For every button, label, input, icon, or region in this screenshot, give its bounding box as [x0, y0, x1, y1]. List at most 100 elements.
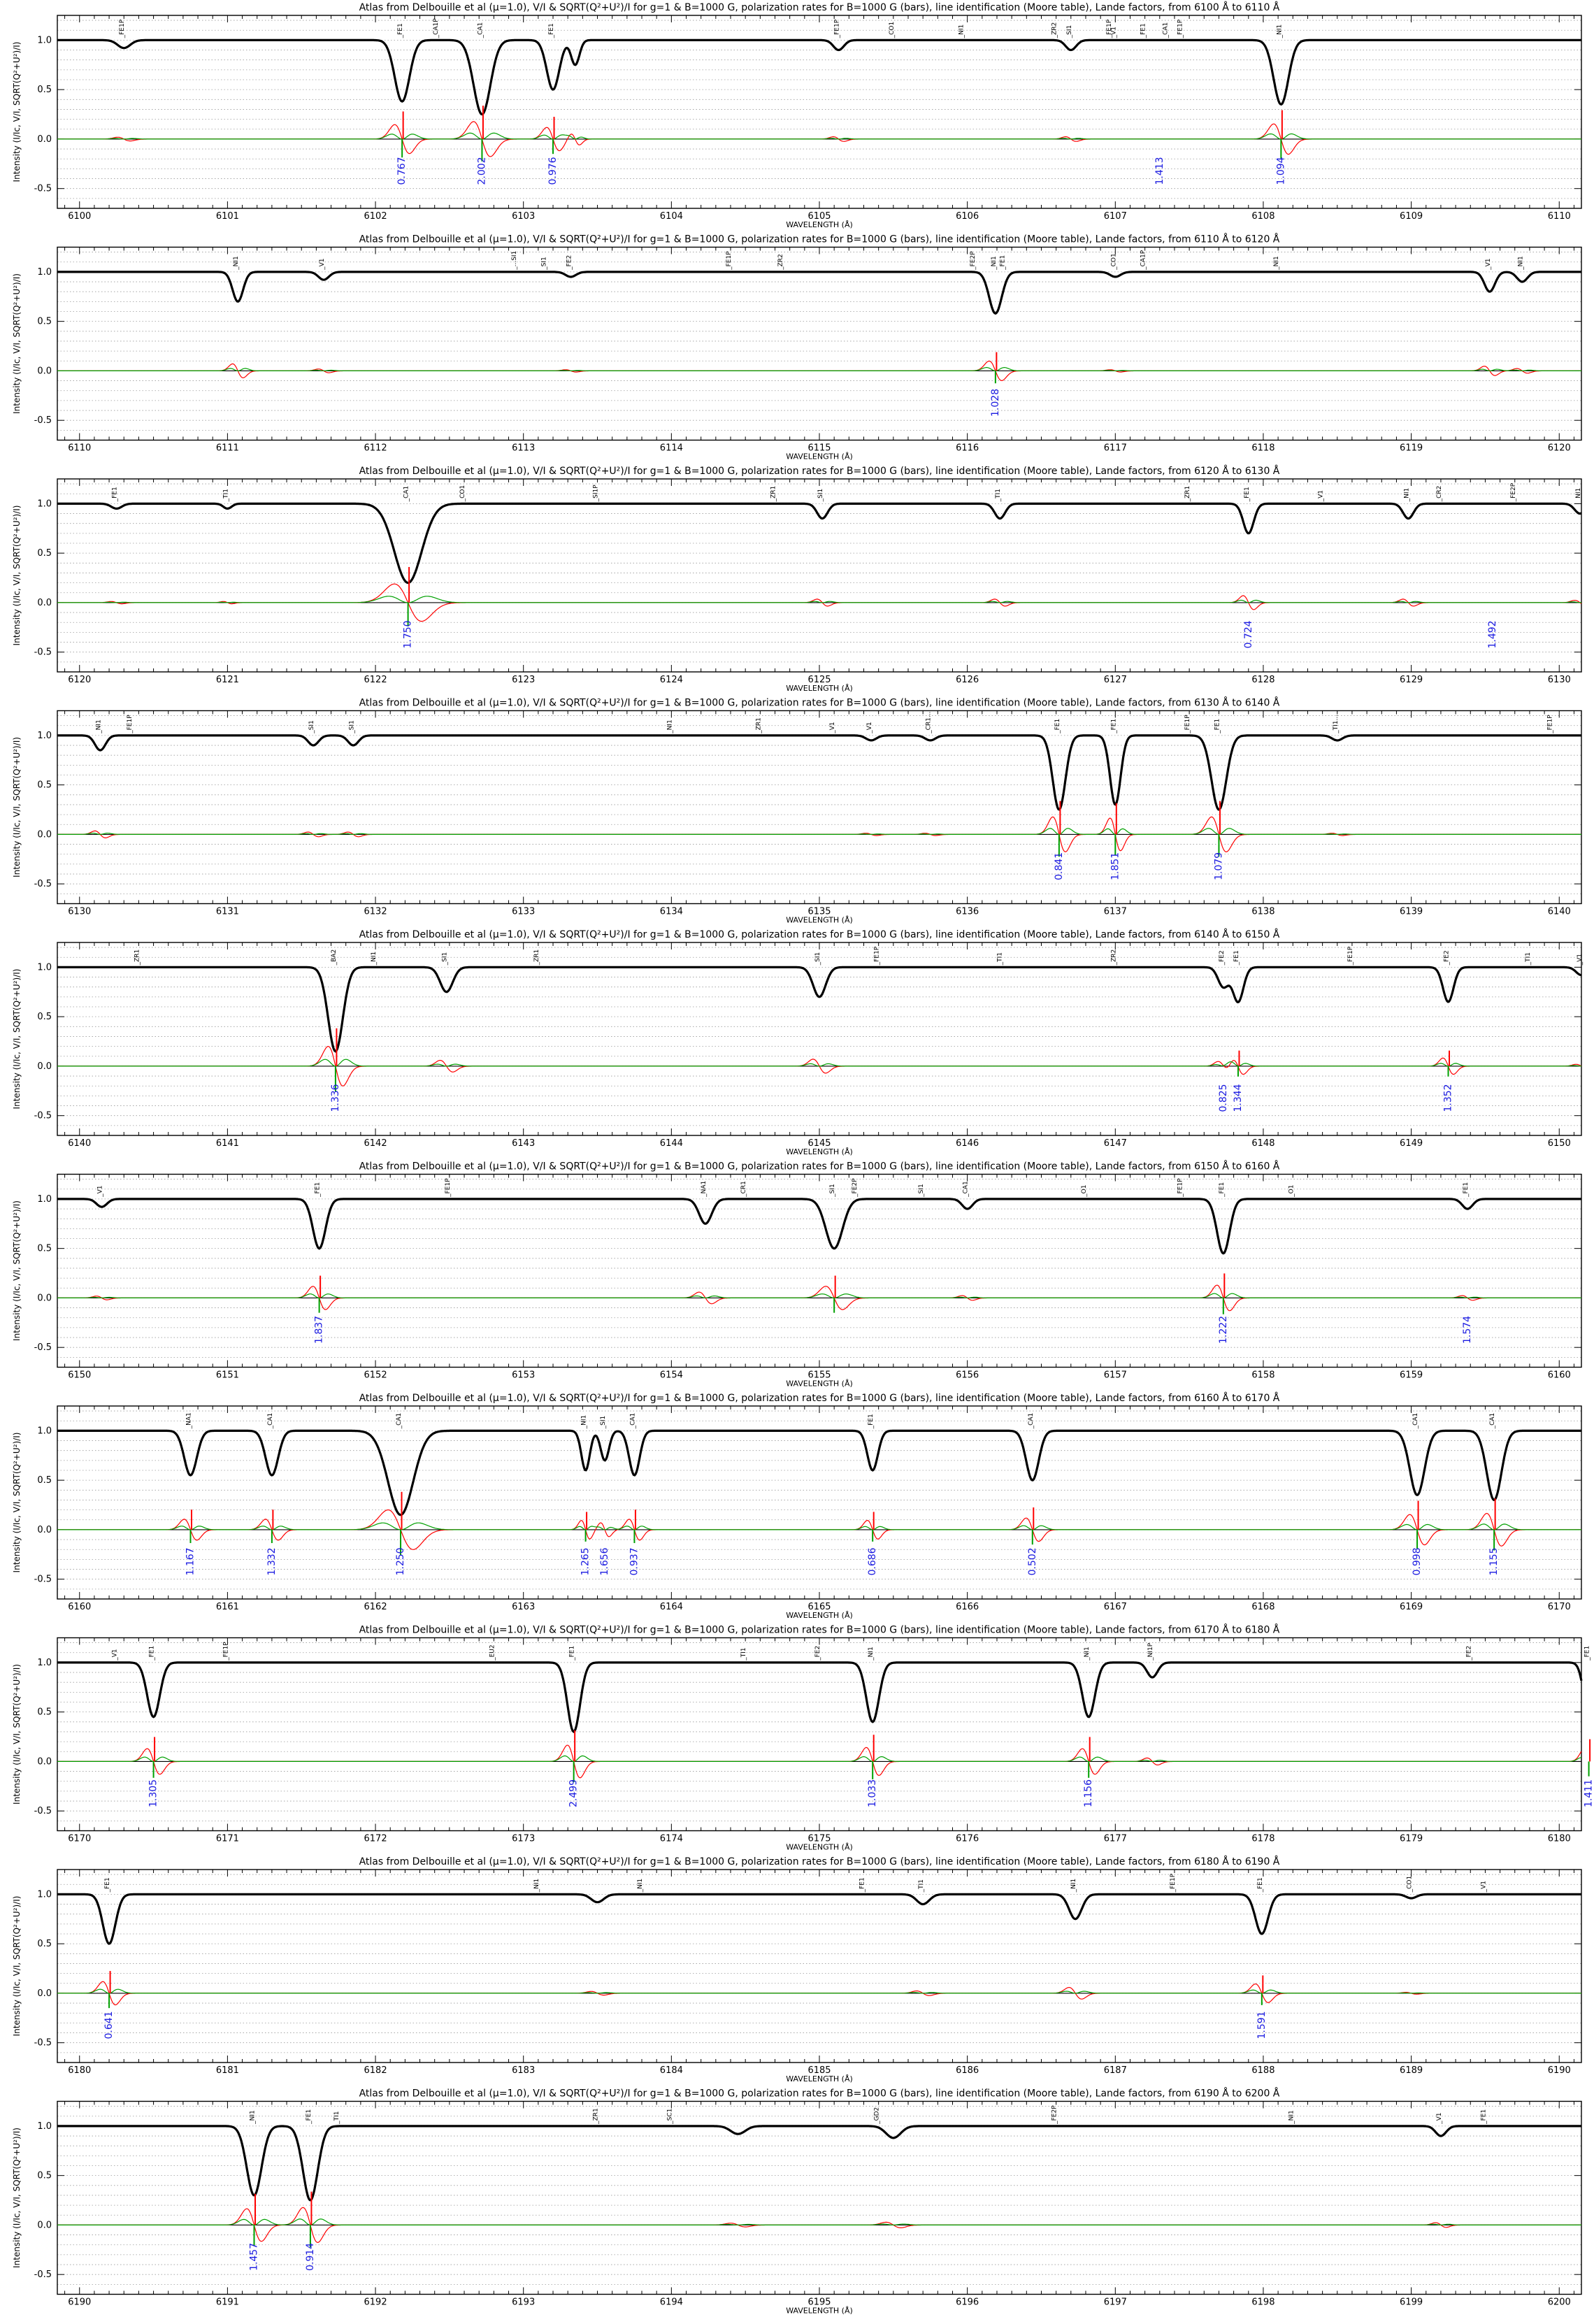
y-axis-label: Intensity (I/Ic, V/I, SQRT(Q²+U²)/I): [12, 969, 22, 1110]
lande-factor-label: 1.250: [395, 1547, 406, 1575]
x-tick-label: 6141: [216, 1138, 239, 1149]
lande-factor-label: 1.265: [580, 1547, 591, 1575]
atlas-panel: Atlas from Delbouille et al (μ=1.0), V/I…: [12, 1856, 1582, 2083]
line-id-label: _TI1: [996, 952, 1003, 966]
panel-title: Atlas from Delbouille et al (μ=1.0), V/I…: [359, 928, 1280, 940]
x-tick-label: 6195: [807, 2297, 831, 2308]
linear-pol-curve: [57, 1522, 1581, 1530]
x-tick-label: 6180: [1548, 1834, 1571, 1844]
x-tick-label: 6103: [512, 211, 535, 222]
line-id-label: _SI1: [442, 952, 449, 966]
lande-factor-label: 0.976: [547, 157, 559, 185]
x-tick-label: 6111: [216, 443, 239, 454]
x-tick-label: 6153: [512, 1370, 535, 1381]
x-tick-label: 6129: [1400, 675, 1423, 685]
panel-title: Atlas from Delbouille et al (μ=1.0), V/I…: [359, 697, 1280, 709]
plot-frame: [57, 1173, 1582, 1368]
x-tick-label: 6120: [1548, 443, 1571, 454]
x-tick-label: 6152: [364, 1370, 387, 1381]
line-id-label: _FE1: [104, 1877, 111, 1893]
intensity-curve: [57, 2125, 1581, 2202]
x-tick-label: 6187: [1104, 2065, 1127, 2076]
y-tick-label: -0.5: [34, 415, 52, 426]
x-tick-label: 6118: [1251, 443, 1275, 454]
line-id-label: _O1: [1288, 1185, 1295, 1198]
line-id-label: _FE1P: [1106, 19, 1113, 38]
x-tick-label: 6192: [364, 2297, 387, 2308]
y-tick-label: 0.5: [37, 2171, 52, 2181]
line-id-label: _FE1P: [1177, 19, 1184, 38]
y-tick-label: 0.5: [37, 1475, 52, 1486]
line-id-label: _CO1: [1407, 1876, 1414, 1893]
x-tick-label: 6185: [807, 2065, 831, 2076]
line-id-label: _FE1P: [445, 1178, 452, 1198]
line-id-label: _SC1: [666, 2109, 673, 2125]
x-tick-label: 6164: [660, 1602, 683, 1612]
lande-factor-label: 0.641: [103, 2011, 115, 2039]
x-tick-label: 6116: [956, 443, 979, 454]
intensity-curve: [57, 38, 1581, 116]
x-tick-label: 6107: [1104, 211, 1127, 222]
lande-factor-label: 1.028: [990, 389, 1001, 417]
intensity-curve: [57, 502, 1582, 584]
x-tick-label: 6159: [1400, 1370, 1423, 1381]
line-id-label: _NI1: [1403, 488, 1410, 503]
x-tick-label: 6190: [68, 2297, 91, 2308]
y-tick-label: 0.0: [37, 366, 52, 376]
panel-title: Atlas from Delbouille et al (μ=1.0), V/I…: [359, 1856, 1280, 1867]
line-id-label: _FE2: [814, 1646, 821, 1661]
line-id-label: _BA2: [331, 949, 338, 966]
line-id-label: _V1: [1480, 1881, 1487, 1893]
panel-title: Atlas from Delbouille et al (μ=1.0), V/I…: [359, 465, 1280, 477]
line-id-label: _NI1: [1084, 1647, 1091, 1661]
x-tick-label: 6132: [364, 907, 387, 917]
line-id-label: _NI1P: [1147, 1642, 1154, 1661]
line-id-label: _TI1: [333, 2111, 340, 2124]
lande-factor-label: 0.841: [1054, 852, 1065, 880]
line-id-label: _FE2P: [852, 1178, 859, 1198]
line-id-label: _NI1: [95, 719, 102, 734]
x-tick-label: 6190: [1548, 2065, 1571, 2076]
x-tick-label: 6139: [1400, 907, 1423, 917]
line-id-label: _NI1: [371, 952, 378, 966]
lande-factor-label: 1.492: [1487, 620, 1498, 648]
line-id-label: _FE1P: [1347, 946, 1354, 966]
line-id-label: _FE1: [569, 1646, 576, 1661]
x-tick-label: 6160: [68, 1602, 91, 1612]
line-id-label: _CR1...: [926, 712, 933, 734]
x-tick-label: 6119: [1400, 443, 1423, 454]
line-id-label: _FE1P: [1547, 715, 1554, 734]
y-axis-label: Intensity (I/Ic, V/I, SQRT(Q²+U²)/I): [12, 505, 22, 646]
line-id-label: _SI1: [817, 489, 824, 503]
line-id-label: _FE2: [1465, 1646, 1472, 1661]
plot-frame: [57, 246, 1582, 441]
line-id-label: _FE1: [868, 1414, 875, 1429]
line-id-label: _TI1: [222, 489, 229, 502]
x-tick-label: 6142: [364, 1138, 387, 1149]
y-tick-label: 0.0: [37, 1988, 52, 1999]
x-tick-label: 6182: [364, 2065, 387, 2076]
y-tick-label: 1.0: [37, 2121, 52, 2132]
lande-factor-label: 0.767: [396, 157, 408, 185]
y-axis-label: Intensity (I/Ic, V/I, SQRT(Q²+U²)/I): [12, 1433, 22, 1573]
lande-factor-label: 1.591: [1256, 2011, 1268, 2039]
line-id-label: _ZR1: [533, 949, 540, 966]
x-axis-label: WAVELENGTH (Å): [786, 684, 853, 693]
lande-factor-label: 1.094: [1275, 157, 1286, 185]
lande-factor-label: 1.305: [148, 1779, 159, 1807]
line-id-label: _TI1: [1525, 952, 1532, 966]
x-tick-label: 6146: [956, 1138, 979, 1149]
line-id-label: _CA1: [963, 1181, 970, 1198]
lande-factor-label: 1.344: [1233, 1084, 1244, 1112]
line-id-label: _FE1P: [1184, 715, 1191, 734]
panel-title: Atlas from Delbouille et al (μ=1.0), V/I…: [359, 1, 1280, 13]
x-tick-label: 6112: [364, 443, 387, 454]
lande-factor-label: 1.336: [330, 1084, 341, 1112]
line-id-label: _SI1: [829, 1184, 836, 1198]
plot-frame: [57, 942, 1582, 1136]
y-axis-label: Intensity (I/Ic, V/I, SQRT(Q²+U²)/I): [12, 1896, 22, 2037]
x-tick-label: 6102: [364, 211, 387, 222]
y-tick-label: 0.0: [37, 1061, 52, 1072]
line-id-label: _CA1P: [433, 18, 440, 39]
x-tick-label: 6189: [1400, 2065, 1423, 2076]
